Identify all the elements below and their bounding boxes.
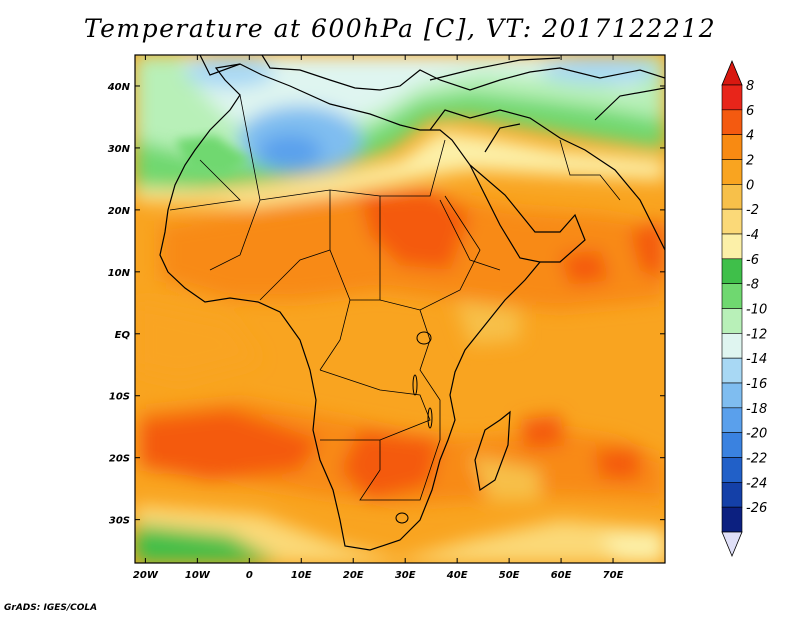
colorbar-swatch xyxy=(721,382,743,409)
colorbar-label: -16 xyxy=(746,377,767,392)
colorbar-bottom-arrow xyxy=(721,531,743,558)
lon-tick-label: 20W xyxy=(133,570,159,581)
colorbar-label: -6 xyxy=(746,253,759,268)
inland-lakes xyxy=(395,331,433,524)
lat-tick-label: 20N xyxy=(108,206,131,217)
lat-tick-label: EQ xyxy=(115,330,131,341)
colorbar-swatch xyxy=(721,258,743,284)
colorbar-label: -2 xyxy=(746,203,759,218)
colorbar-label: 0 xyxy=(746,178,754,193)
lon-tick-label: 50E xyxy=(499,570,520,581)
colorbar-label: -20 xyxy=(746,427,767,442)
lat-tick-label: 10N xyxy=(108,268,131,279)
colorbar-label: -10 xyxy=(746,303,767,318)
country-borders xyxy=(169,94,621,501)
longitude-axis: 20W 10W 0 10E 20E 30E 40E 50E 60E 70E xyxy=(133,55,624,581)
temperature-field xyxy=(135,55,665,563)
colorbar-swatch xyxy=(721,159,743,185)
colorbar-label: -26 xyxy=(746,501,767,516)
colorbar: 8 6 4 2 0 -2 -4 -6 -8 -10 -12 -14 -16 -18 -20 -22 -24 -26 xyxy=(721,59,767,558)
colorbar-top-arrow xyxy=(721,59,743,86)
colorbar-swatch xyxy=(721,457,743,483)
colorbar-label: 2 xyxy=(746,154,754,169)
colorbar-swatch xyxy=(721,432,743,458)
colorbar-label: -24 xyxy=(746,476,767,491)
lon-tick-label: 10E xyxy=(291,570,312,581)
coastlines xyxy=(159,55,665,551)
map-frame xyxy=(134,54,666,564)
colorbar-label: 6 xyxy=(746,104,754,119)
colorbar-label: 4 xyxy=(746,129,754,144)
colorbar-label: -18 xyxy=(746,402,767,417)
lon-tick-label: 0 xyxy=(246,570,253,581)
footer-credit: GrADS: IGES/COLA xyxy=(4,603,98,613)
lat-tick-label: 30N xyxy=(108,144,131,155)
colorbar-label: -4 xyxy=(746,228,759,243)
colorbar-swatch xyxy=(721,308,743,334)
lat-tick-label: 10S xyxy=(109,392,130,403)
lat-tick-label: 30S xyxy=(109,516,130,527)
lon-tick-label: 60E xyxy=(551,570,572,581)
colorbar-swatch xyxy=(721,357,743,384)
colorbar-swatch xyxy=(721,208,743,235)
colorbar-label: -8 xyxy=(746,278,759,293)
colorbar-swatch xyxy=(721,109,743,135)
colorbar-swatch xyxy=(721,333,743,359)
colorbar-swatch xyxy=(721,84,743,111)
colorbar-label: -14 xyxy=(746,352,767,367)
lon-tick-label: 40E xyxy=(446,570,468,581)
lat-tick-label: 20S xyxy=(109,454,130,465)
colorbar-swatch xyxy=(721,407,743,433)
lon-tick-label: 70E xyxy=(603,570,624,581)
colorbar-label: -22 xyxy=(746,452,767,467)
colorbar-swatch xyxy=(721,233,743,260)
colorbar-label: -12 xyxy=(746,327,767,342)
colorbar-swatch xyxy=(721,134,743,160)
colorbar-swatch xyxy=(721,482,743,508)
chart-title: Temperature at 600hPa [C], VT: 201712221… xyxy=(83,14,717,43)
lat-tick-label: 40N xyxy=(107,82,131,93)
colorbar-swatch xyxy=(721,283,743,309)
colorbar-swatch xyxy=(721,506,743,533)
lon-tick-label: 30E xyxy=(395,570,416,581)
latitude-axis: 40N 30N 20N 10N EQ 10S 20S 30S xyxy=(107,82,665,527)
colorbar-label: 8 xyxy=(746,79,754,94)
colorbar-swatch xyxy=(721,184,743,210)
lon-tick-label: 10W xyxy=(185,570,211,581)
lon-tick-label: 20E xyxy=(343,570,364,581)
